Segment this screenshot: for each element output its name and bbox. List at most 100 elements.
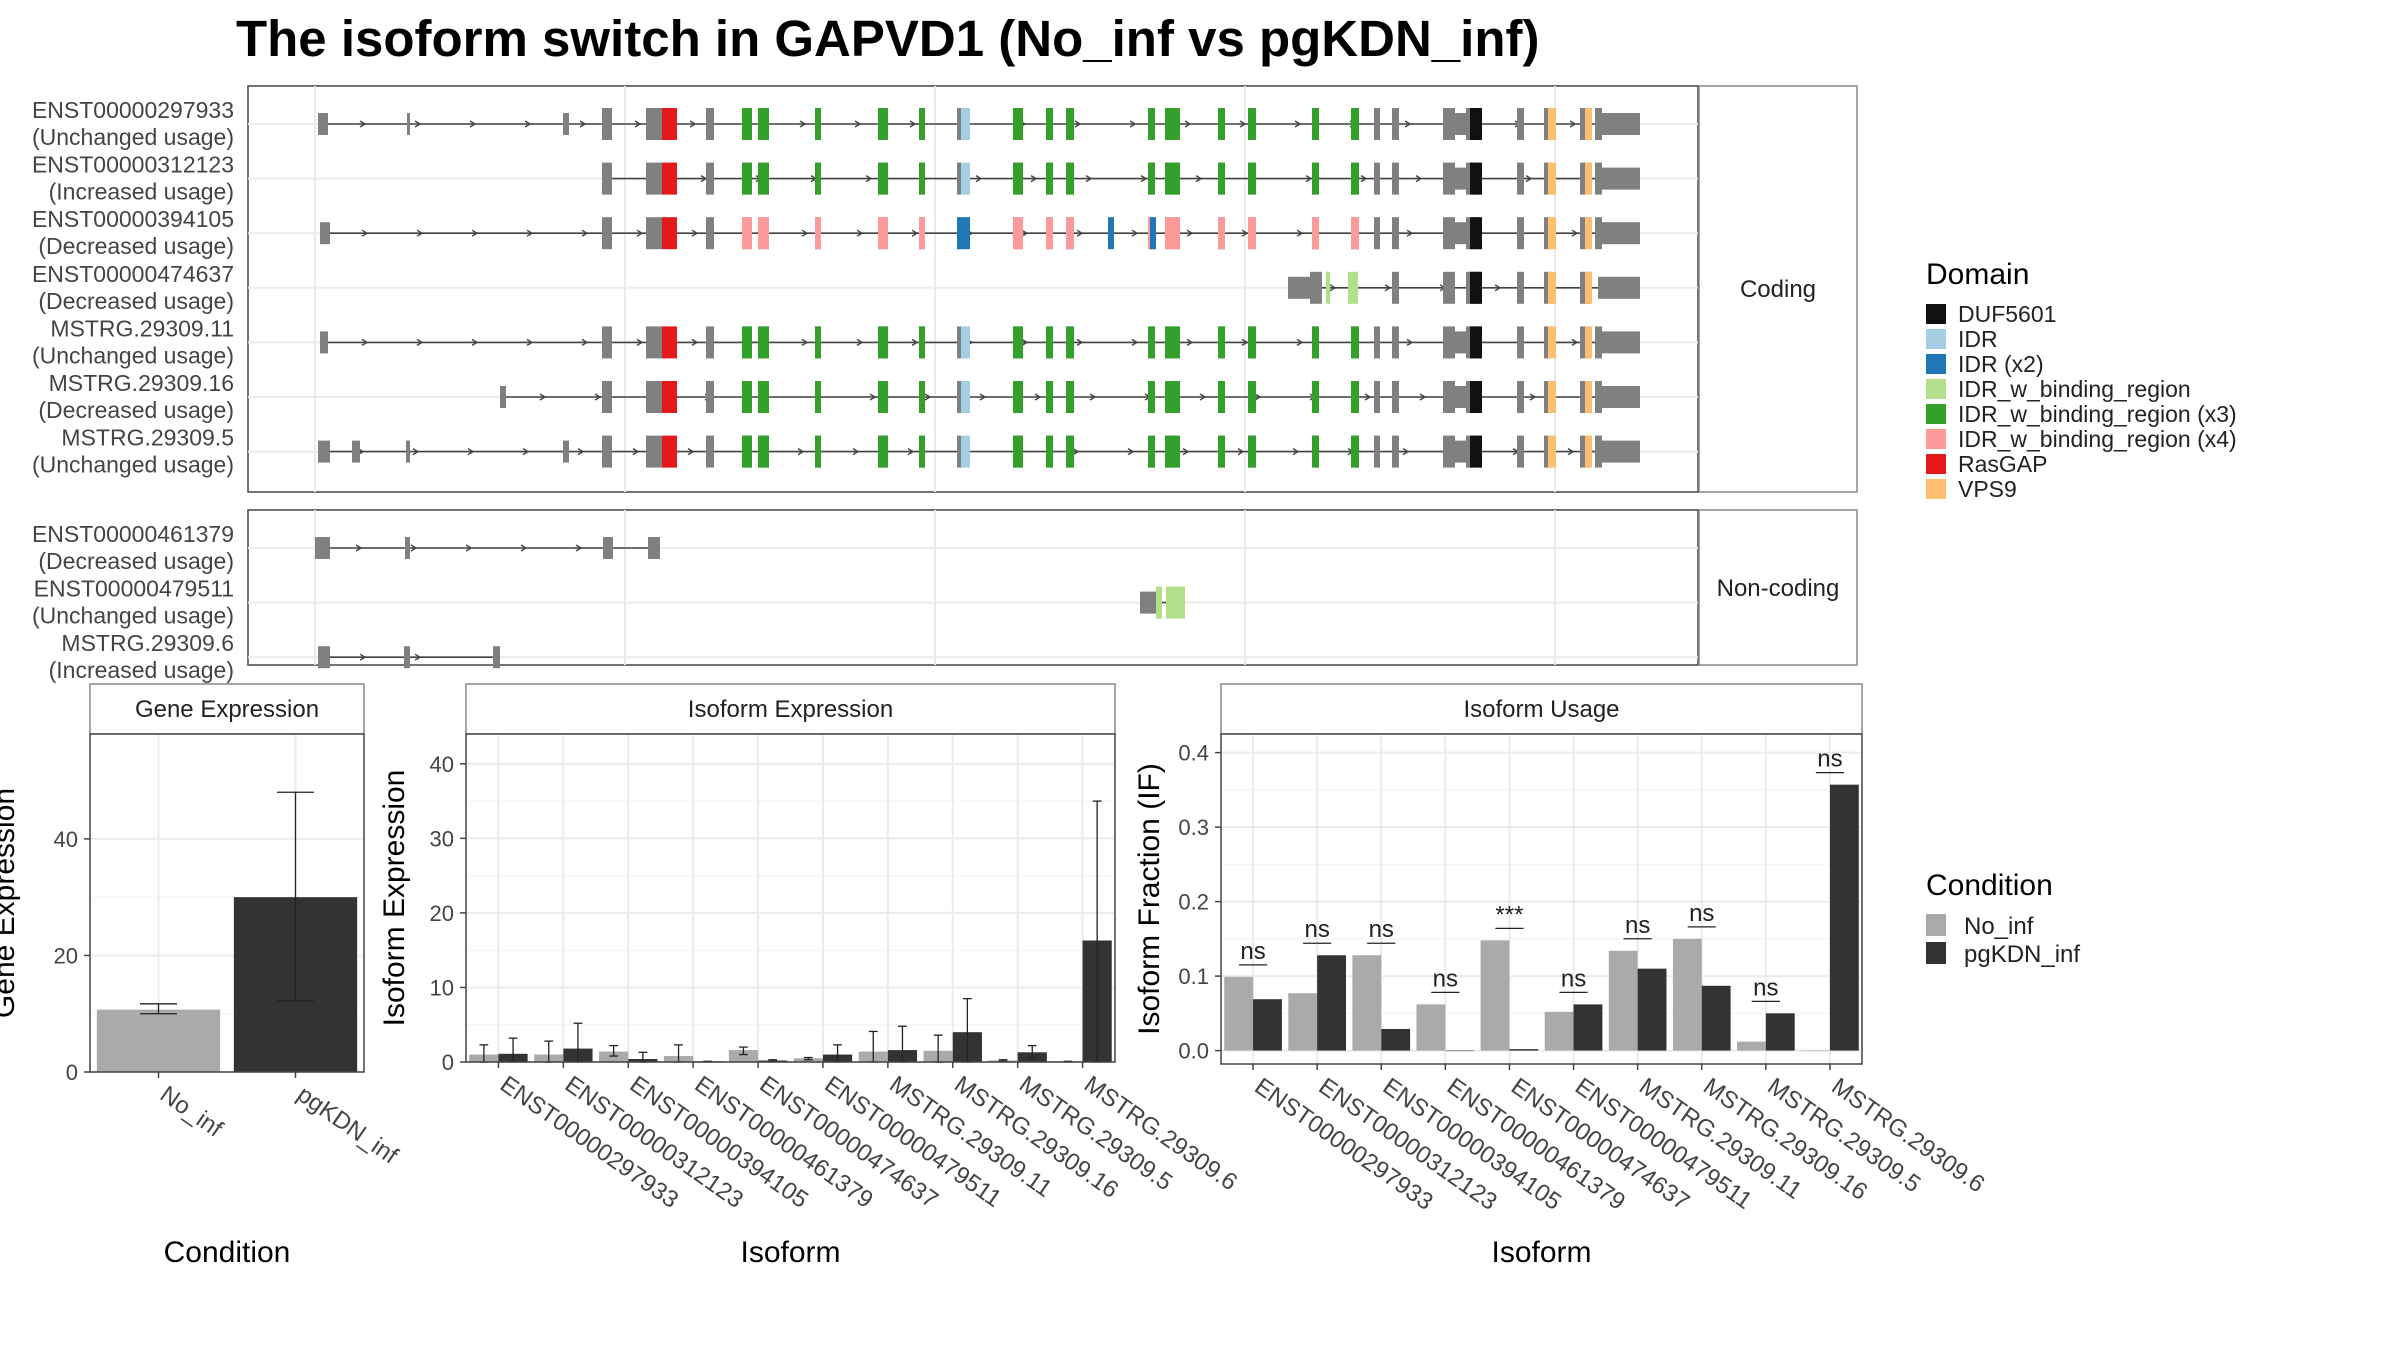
strand-arrow	[575, 544, 583, 552]
cds-exon	[1598, 276, 1640, 299]
significance-label: ns	[1689, 900, 1714, 927]
strand-arrow	[1254, 393, 1262, 401]
cds-exon	[1218, 108, 1225, 140]
cds-exon	[646, 381, 662, 413]
significance-label: ns	[1561, 965, 1586, 992]
cds-exon	[1517, 108, 1524, 140]
cds-exon	[1585, 381, 1592, 413]
cds-exon	[742, 435, 752, 468]
cds-exon	[1218, 435, 1225, 468]
strand-arrow	[1494, 284, 1502, 292]
cds-exon	[1066, 326, 1074, 359]
cds-exon	[662, 162, 677, 195]
strand-arrow	[520, 544, 528, 552]
strand-arrow	[469, 120, 477, 128]
strand-arrow	[1199, 393, 1207, 401]
cds-exon	[1165, 435, 1180, 468]
cds-exon	[957, 435, 961, 468]
cds-exon	[1548, 435, 1556, 468]
bar	[1352, 955, 1382, 1051]
strand-arrow	[526, 338, 534, 347]
cds-exon	[1598, 113, 1640, 135]
cds-exon	[1148, 435, 1155, 468]
strand-arrow	[1571, 229, 1579, 237]
cds-exon	[1013, 162, 1023, 195]
cds-exon	[1517, 271, 1524, 304]
strand-arrow	[581, 229, 589, 237]
cds-exon	[1148, 326, 1155, 359]
y-tick-label: 0.3	[1178, 815, 1209, 840]
utr-exon	[320, 222, 330, 245]
legend-swatch	[1926, 354, 1946, 374]
strand-arrow	[1241, 229, 1249, 237]
strand-arrow	[1292, 447, 1300, 456]
legend-swatch	[1926, 429, 1946, 449]
cds-exon	[758, 108, 769, 140]
cds-exon	[1066, 162, 1074, 195]
cds-exon	[1148, 381, 1155, 413]
y-tick-label: 30	[430, 826, 454, 851]
cds-exon	[1374, 108, 1380, 140]
cds-exon	[1312, 326, 1319, 359]
facet-strip	[1220, 683, 1863, 735]
cds-exon	[1598, 167, 1640, 190]
strand-arrow	[636, 338, 644, 347]
strand-arrow	[1415, 174, 1423, 183]
y-tick-label: 0.0	[1178, 1039, 1209, 1064]
cds-exon	[1013, 326, 1023, 359]
cds-exon	[1548, 326, 1556, 359]
strand-arrow	[1021, 338, 1029, 347]
y-tick-label: 10	[430, 975, 454, 1000]
cds-exon	[1598, 331, 1640, 354]
legend-item-label: IDR (x2)	[1958, 351, 2044, 377]
cds-exon	[957, 108, 961, 140]
strand-arrow	[1296, 338, 1304, 347]
strand-arrow	[577, 447, 585, 456]
legend-item-label: VPS9	[1958, 476, 2017, 502]
strand-arrow	[689, 120, 697, 128]
utr-exon	[320, 331, 328, 354]
significance-label: ns	[1625, 912, 1650, 939]
panel-border	[247, 85, 1699, 493]
cds-exon	[1392, 326, 1399, 359]
strand-arrow	[799, 120, 807, 128]
strand-arrow	[526, 229, 534, 237]
legend-swatch	[1926, 914, 1946, 936]
strand-arrow	[691, 229, 699, 237]
significance-label: ns	[1304, 916, 1329, 943]
strand-arrow	[1076, 338, 1084, 347]
cds-exon	[1544, 381, 1551, 413]
transcript-label: ENST00000312123	[32, 152, 234, 178]
x-axis-title: Condition	[164, 1236, 291, 1269]
cds-exon	[1548, 108, 1556, 140]
strand-arrow	[1131, 338, 1139, 347]
cds-exon	[878, 162, 888, 195]
bar	[599, 1051, 629, 1062]
cds-exon	[1046, 108, 1053, 140]
bar	[1573, 1004, 1603, 1051]
bar	[1317, 955, 1346, 1051]
facet-strip	[465, 683, 1116, 735]
cds-exon	[1351, 162, 1359, 195]
cds-exon	[919, 381, 925, 413]
strand-arrow	[359, 653, 367, 661]
cds-exon	[742, 162, 752, 195]
cds-exon	[961, 162, 970, 195]
cds-exon	[1218, 217, 1225, 250]
strand-arrow	[1241, 338, 1249, 347]
cds-exon	[1310, 271, 1322, 304]
transcript-panel-coding: ENST00000297933(Unchanged usage)ENST0000…	[32, 85, 1699, 493]
bar	[1737, 1041, 1766, 1051]
cds-exon	[758, 217, 769, 250]
cds-exon	[815, 381, 821, 413]
cds-exon	[1326, 271, 1330, 304]
strand-arrow	[911, 338, 919, 347]
cds-exon	[1470, 381, 1482, 413]
legend-item-label: IDR_w_binding_region (x3)	[1958, 401, 2237, 427]
cds-exon	[1046, 381, 1053, 413]
transcript-panel-noncoding: ENST00000461379(Decreased usage)ENST0000…	[32, 509, 1699, 683]
cds-exon	[706, 381, 714, 413]
significance-label: ***	[1495, 901, 1523, 928]
y-tick-label: 20	[54, 943, 78, 968]
